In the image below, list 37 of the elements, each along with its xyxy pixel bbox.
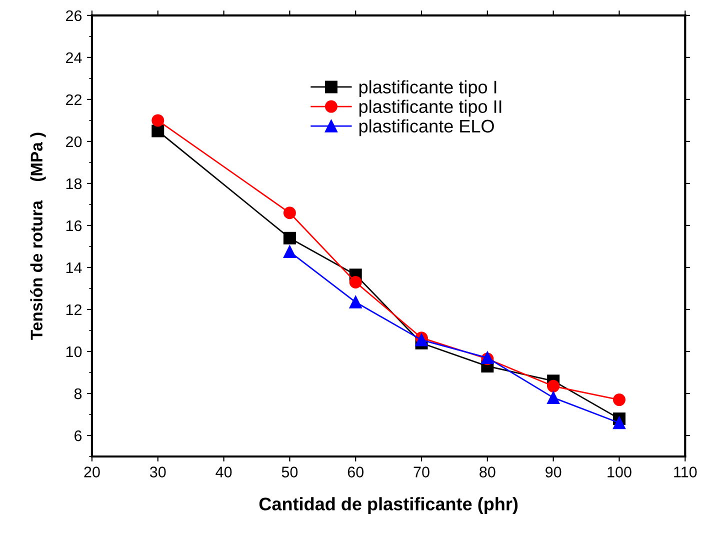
x-tick-label: 50 — [282, 466, 298, 478]
y-tick-label: 26 — [66, 10, 82, 22]
x-tick-label: 90 — [546, 466, 562, 478]
point — [612, 416, 626, 430]
x-tick-label: 70 — [414, 466, 430, 478]
x-tick-label: 100 — [608, 466, 632, 478]
y-tick-label: 22 — [66, 94, 82, 106]
point — [283, 206, 296, 220]
y-tick-label: 24 — [66, 52, 82, 63]
point — [283, 245, 296, 258]
x-tick-label: 60 — [348, 466, 364, 478]
legend-label: plastificante tipo I — [359, 80, 496, 98]
x-tick-label: 40 — [216, 466, 232, 478]
y-tick-label: 18 — [66, 178, 82, 190]
y-tick-label: 16 — [66, 220, 82, 232]
x-tick-label: 30 — [150, 466, 166, 478]
point — [349, 276, 362, 288]
legend-label: plastificante tipo II — [359, 100, 502, 117]
point — [612, 394, 626, 406]
x-axis-title: Cantidad de plastificante (phr) — [259, 497, 518, 514]
point — [152, 124, 164, 138]
x-tick-label: 20 — [84, 466, 100, 478]
point — [349, 296, 362, 308]
x-tick-label: 80 — [480, 466, 496, 478]
point — [547, 380, 560, 392]
point — [283, 232, 296, 244]
legend-label: plastificante ELO — [359, 119, 494, 136]
y-axis-title: Tensión de rotura (MPa ) — [30, 132, 46, 340]
y-tick-label: 6 — [74, 430, 82, 442]
point — [152, 114, 164, 127]
y-tick-label: 8 — [74, 388, 82, 400]
y-tick-label: 14 — [66, 262, 82, 274]
y-tick-label: 20 — [66, 136, 82, 148]
y-tick-label: 12 — [66, 304, 82, 316]
y-tick-label: 10 — [66, 346, 82, 358]
x-tick-label: 110 — [674, 466, 697, 478]
point — [547, 391, 560, 404]
